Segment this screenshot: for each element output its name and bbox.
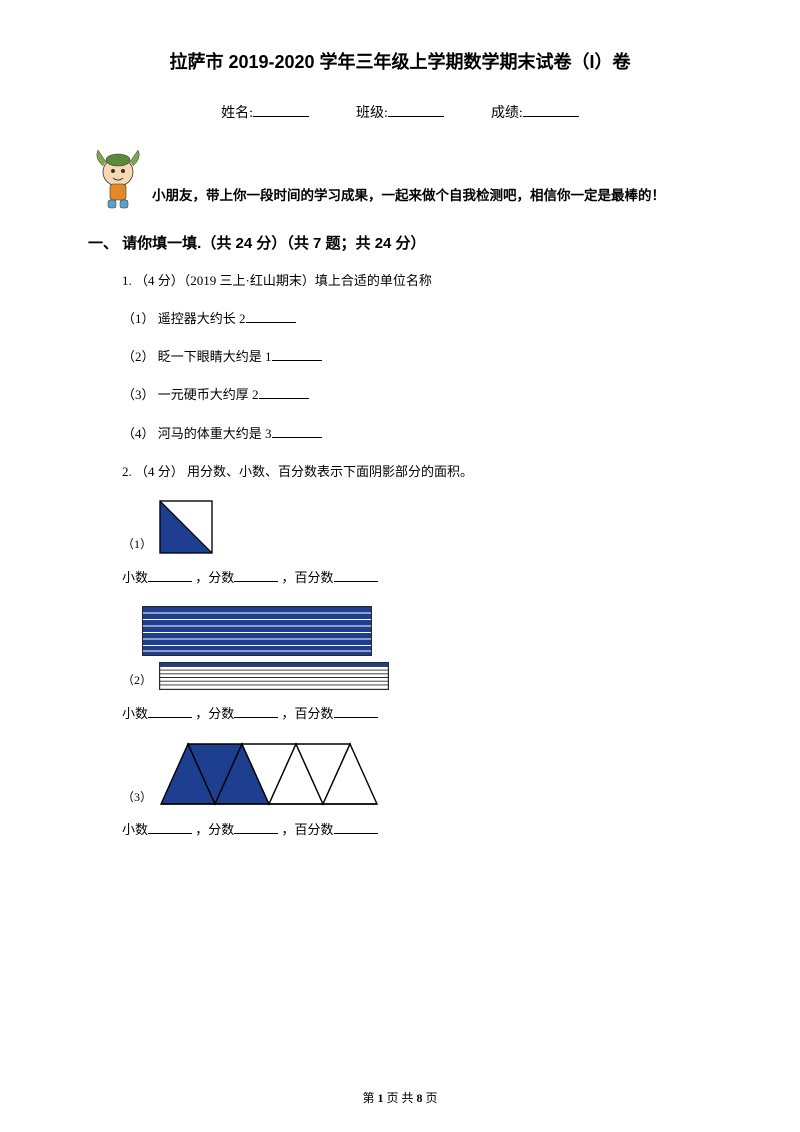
q1-blank-4[interactable] <box>272 426 322 438</box>
encourage-text: 小朋友，带上你一段时间的学习成果，一起来做个自我检测吧，相信你一定是最棒的！ <box>152 186 665 210</box>
q2-label-1: （1） <box>122 535 152 554</box>
q2-1-decimal-blank[interactable] <box>148 570 192 582</box>
q2-2-decimal-blank[interactable] <box>148 706 192 718</box>
page-footer: 第 1 页 共 8 页 <box>0 1089 800 1106</box>
q1-blank-1[interactable] <box>246 311 296 323</box>
mascot-row: 小朋友，带上你一段时间的学习成果，一起来做个自我检测吧，相信你一定是最棒的！ <box>88 146 712 210</box>
q2-shape-1: （1） <box>122 500 712 554</box>
q1-stem: 1. （4 分）（2019 三上·红山期末）填上合适的单位名称 <box>122 271 712 291</box>
q2-2-percent-blank[interactable] <box>334 706 378 718</box>
score-blank[interactable] <box>523 103 579 117</box>
q2-answers-2: 小数 ，分数 ，百分数 <box>122 704 712 724</box>
q2-3-decimal-blank[interactable] <box>148 822 192 834</box>
q1-blank-3[interactable] <box>259 387 309 399</box>
page-title: 拉萨市 2019-2020 学年三年级上学期数学期末试卷（I）卷 <box>88 48 712 74</box>
name-blank[interactable] <box>253 103 309 117</box>
q2-1-percent-blank[interactable] <box>334 570 378 582</box>
q2-stem: 2. （4 分） 用分数、小数、百分数表示下面阴影部分的面积。 <box>122 462 712 482</box>
section-1-header: 一、 请你填一填.（共 24 分）（共 7 题；共 24 分） <box>88 232 712 253</box>
class-label: 班级: <box>356 106 388 121</box>
mascot-icon <box>88 146 148 210</box>
bars-empty-icon <box>159 662 389 690</box>
q2-label-3: （3） <box>122 788 152 807</box>
q2-shape-2 <box>122 606 712 656</box>
q1-sub3: （3） 一元硬币大约厚 2 <box>122 385 712 405</box>
class-blank[interactable] <box>388 103 444 117</box>
q2-shape-3: （3） <box>122 742 712 806</box>
score-label: 成绩: <box>491 106 523 121</box>
q2-shape-2b: （2） <box>122 662 712 690</box>
q1-sub1: （1） 遥控器大约长 2 <box>122 309 712 329</box>
q2-label-2: （2） <box>122 671 152 690</box>
q2-3-fraction-blank[interactable] <box>234 822 278 834</box>
q2-2-fraction-blank[interactable] <box>234 706 278 718</box>
triangles-icon <box>159 742 379 806</box>
bars-filled-icon <box>142 606 372 656</box>
q2-3-percent-blank[interactable] <box>334 822 378 834</box>
question-1: 1. （4 分）（2019 三上·红山期末）填上合适的单位名称 （1） 遥控器大… <box>88 271 712 840</box>
q2-answers-1: 小数 ，分数 ，百分数 <box>122 568 712 588</box>
q1-sub4: （4） 河马的体重大约是 3 <box>122 424 712 444</box>
name-label: 姓名: <box>221 106 253 121</box>
q1-sub2: （2） 眨一下眼睛大约是 1 <box>122 347 712 367</box>
q2-answers-3: 小数 ，分数 ，百分数 <box>122 820 712 840</box>
square-half-icon <box>159 500 213 554</box>
student-info-row: 姓名: 班级: 成绩: <box>88 102 712 122</box>
q1-blank-2[interactable] <box>272 349 322 361</box>
q2-1-fraction-blank[interactable] <box>234 570 278 582</box>
